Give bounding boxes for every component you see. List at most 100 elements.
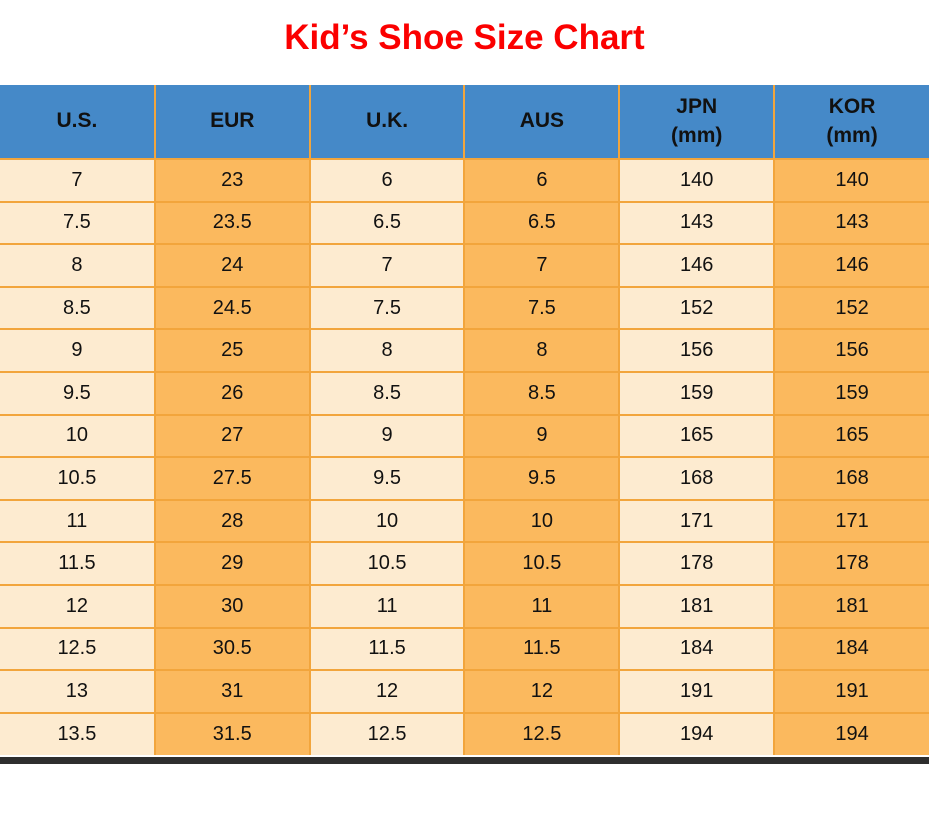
column-header-label: U.S.	[56, 109, 98, 133]
table-cell: 10	[308, 498, 466, 544]
table-cell: 11	[0, 498, 156, 544]
table-cell: 146	[773, 243, 929, 288]
table-cell: 6	[463, 158, 621, 203]
table-row: 12.5 30.5 11.5 11.5 184 184	[0, 626, 929, 672]
table-cell: 7	[463, 243, 621, 288]
table-body: 7 23 6 6 140 140 7.5 23.5 6.5 6.5 143 143 8 24 7 7 146 14…	[0, 158, 929, 756]
table-row: 8 24 7 7 146 146	[0, 243, 929, 288]
table-cell: 10	[0, 413, 156, 459]
table-cell: 12.5	[0, 626, 156, 672]
table-cell: 143	[618, 200, 776, 246]
table-row: 9 25 8 8 156 156	[0, 328, 929, 373]
column-header-label: EUR	[210, 109, 255, 133]
table-cell: 156	[773, 328, 929, 373]
table-cell: 30	[153, 583, 311, 629]
table-row: 10.5 27.5 9.5 9.5 168 168	[0, 456, 929, 501]
table-row: 12 30 11 11 181 181	[0, 583, 929, 629]
table-cell: 156	[618, 328, 776, 373]
table-cell: 23.5	[153, 200, 311, 246]
table-cell: 184	[618, 626, 776, 672]
table-cell: 12.5	[308, 711, 466, 756]
table-cell: 7.5	[308, 285, 466, 331]
table-cell: 30.5	[153, 626, 311, 672]
table-cell: 10.5	[0, 456, 156, 501]
table-cell: 178	[773, 541, 929, 586]
table-cell: 143	[773, 200, 929, 246]
table-cell: 27.5	[153, 456, 311, 501]
table-cell: 7.5	[463, 285, 621, 331]
table-cell: 31	[153, 669, 311, 714]
table-row: 8.5 24.5 7.5 7.5 152 152	[0, 285, 929, 331]
table-cell: 171	[618, 498, 776, 544]
table-cell: 12	[308, 669, 466, 714]
column-header-uk: U.K.	[308, 85, 466, 160]
table-cell: 13.5	[0, 711, 156, 756]
table-cell: 29	[153, 541, 311, 586]
table-cell: 11.5	[308, 626, 466, 672]
table-row: 9.5 26 8.5 8.5 159 159	[0, 370, 929, 416]
column-header-eur: EUR	[153, 85, 311, 160]
table-cell: 24.5	[153, 285, 311, 331]
column-header-label: KOR	[828, 95, 876, 119]
table-cell: 194	[618, 711, 776, 756]
table-cell: 8.5	[308, 370, 466, 416]
table-cell: 9	[308, 413, 466, 459]
column-header-sublabel: (mm)	[826, 123, 878, 147]
table-cell: 191	[773, 669, 929, 714]
table-cell: 23	[153, 158, 311, 203]
table-cell: 10.5	[463, 541, 621, 586]
table-cell: 165	[618, 413, 776, 459]
table-cell: 7	[0, 158, 156, 203]
column-header-label: AUS	[519, 109, 565, 133]
table-cell: 26	[153, 370, 311, 416]
table-cell: 140	[773, 158, 929, 203]
column-header-sublabel: (mm)	[671, 123, 723, 147]
table-row: 13 31 12 12 191 191	[0, 669, 929, 714]
table-row: 13.5 31.5 12.5 12.5 194 194	[0, 711, 929, 756]
table-cell: 8.5	[463, 370, 621, 416]
table-cell: 9.5	[308, 456, 466, 501]
table-cell: 12	[463, 669, 621, 714]
table-cell: 25	[153, 328, 311, 373]
table-cell: 152	[618, 285, 776, 331]
table-cell: 6	[308, 158, 466, 203]
column-header-kor: KOR (mm)	[773, 85, 929, 160]
table-bottom-shadow	[0, 757, 929, 765]
table-row: 11 28 10 10 171 171	[0, 498, 929, 544]
table-cell: 31.5	[153, 711, 311, 756]
table-cell: 165	[773, 413, 929, 459]
table-cell: 11	[308, 583, 466, 629]
header-row: U.S. EUR U.K. AUS JPN (mm) KOR (mm)	[0, 85, 929, 160]
table-cell: 28	[153, 498, 311, 544]
table-cell: 159	[618, 370, 776, 416]
column-header-jpn: JPN (mm)	[618, 85, 776, 160]
table-cell: 10.5	[308, 541, 466, 586]
table-cell: 12.5	[463, 711, 621, 756]
table-cell: 152	[773, 285, 929, 331]
table-cell: 181	[618, 583, 776, 629]
table-row: 7.5 23.5 6.5 6.5 143 143	[0, 200, 929, 246]
table-cell: 9.5	[463, 456, 621, 501]
table-cell: 194	[773, 711, 929, 756]
table-cell: 140	[618, 158, 776, 203]
table-row: 10 27 9 9 165 165	[0, 413, 929, 459]
table-cell: 11.5	[0, 541, 156, 586]
table-cell: 191	[618, 669, 776, 714]
table-cell: 7.5	[0, 200, 156, 246]
table-cell: 11	[463, 583, 621, 629]
page-title: Kid’s Shoe Size Chart	[284, 17, 645, 57]
table-cell: 168	[773, 456, 929, 501]
table-cell: 8	[0, 243, 156, 288]
table-cell: 146	[618, 243, 776, 288]
column-header-label: U.K.	[366, 109, 409, 133]
table-cell: 178	[618, 541, 776, 586]
table-cell: 171	[773, 498, 929, 544]
table-cell: 24	[153, 243, 311, 288]
table-cell: 181	[773, 583, 929, 629]
table-cell: 9	[0, 328, 156, 373]
table-cell: 6.5	[308, 200, 466, 246]
table-cell: 9	[463, 413, 621, 459]
table-cell: 8	[308, 328, 466, 373]
table-cell: 9.5	[0, 370, 156, 416]
table-header: U.S. EUR U.K. AUS JPN (mm) KOR (mm)	[0, 85, 929, 160]
